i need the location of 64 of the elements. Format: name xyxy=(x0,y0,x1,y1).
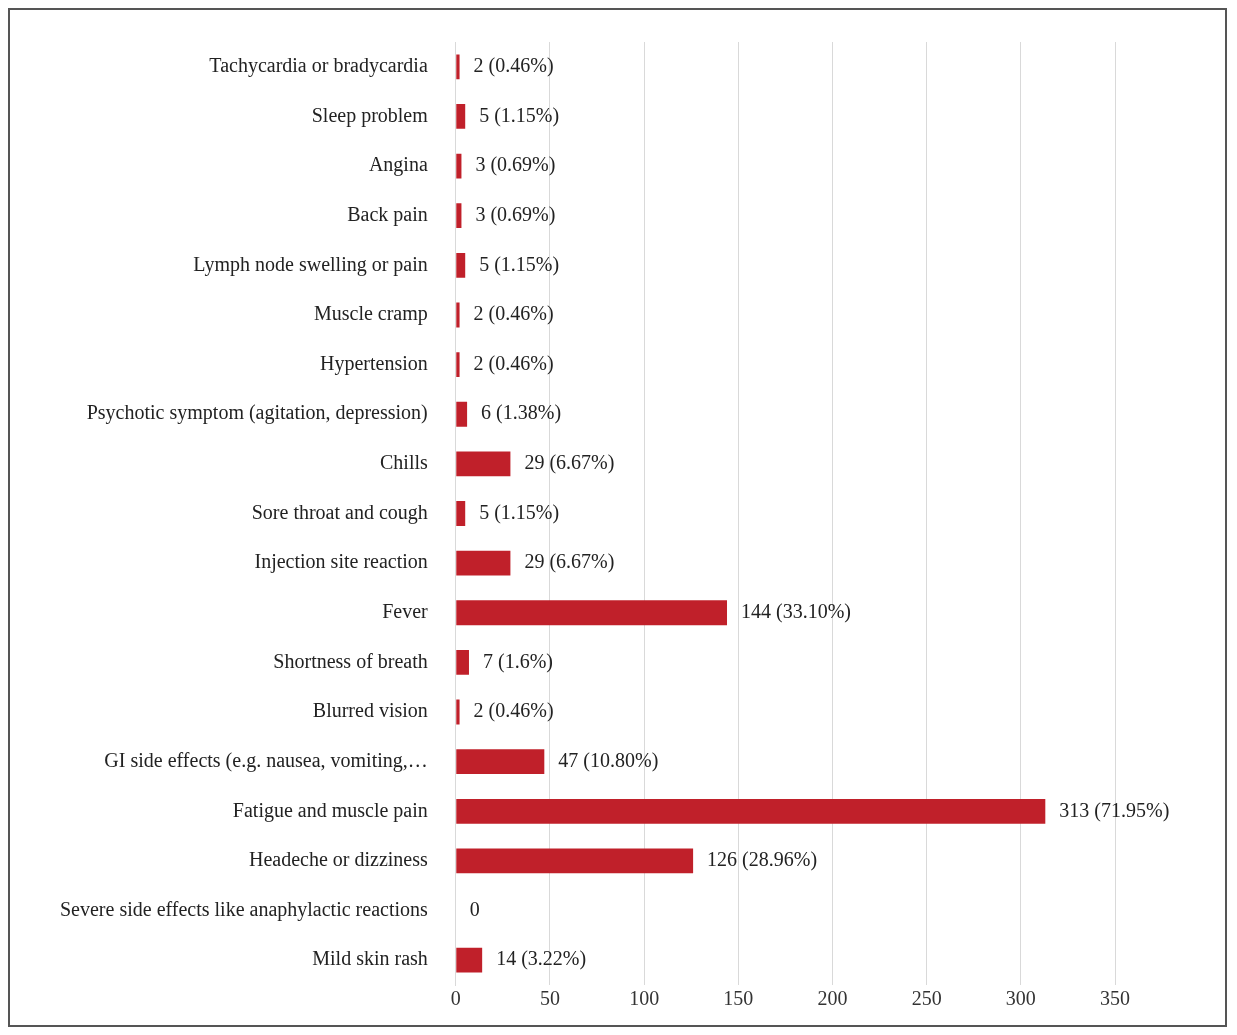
data-label: 2 (0.46%) xyxy=(473,699,554,723)
x-tick-label: 100 xyxy=(629,987,660,1010)
y-tick-label: Severe side effects like anaphylactic reactions xyxy=(60,897,429,921)
bar xyxy=(456,550,511,576)
data-label: 6 (1.38%) xyxy=(481,401,562,425)
bar xyxy=(456,451,511,477)
x-tick-label: 350 xyxy=(1100,987,1130,1010)
bar xyxy=(456,203,462,229)
y-tick-label: Psychotic symptom (agitation, depression) xyxy=(86,401,428,425)
y-tick-label: Mild skin rash xyxy=(312,947,428,970)
bar xyxy=(456,798,1046,824)
data-label: 0 xyxy=(469,897,480,920)
y-tick-label: Angina xyxy=(368,153,428,177)
y-tick-label: Fatigue and muscle pain xyxy=(232,798,428,822)
bar xyxy=(456,54,460,80)
bar xyxy=(456,848,694,874)
data-label: 2 (0.46%) xyxy=(473,351,554,375)
data-label: 144 (33.10%) xyxy=(741,600,851,624)
bar xyxy=(456,401,468,427)
x-tick-label: 150 xyxy=(723,987,754,1010)
data-label: 5 (1.15%) xyxy=(479,252,560,276)
y-tick-label: GI side effects (e.g. nausea, vomiting,… xyxy=(104,748,428,772)
y-tick-label: Lymph node swelling or pain xyxy=(193,252,428,276)
y-tick-label: Shortness of breath xyxy=(273,649,428,672)
y-tick-label: Tachycardia or bradycardia xyxy=(209,54,428,78)
y-tick-label: Fever xyxy=(382,600,429,623)
x-tick-label: 50 xyxy=(539,987,560,1010)
data-label: 313 (71.95%) xyxy=(1059,798,1170,822)
data-label: 14 (3.22%) xyxy=(496,947,587,971)
y-tick-label: Headeche or dizziness xyxy=(248,848,428,871)
bar xyxy=(456,104,466,129)
bar xyxy=(456,749,545,775)
data-label: 3 (0.69%) xyxy=(475,202,556,226)
x-tick-label: 200 xyxy=(817,987,848,1010)
x-tick-label: 300 xyxy=(1005,987,1036,1010)
bar xyxy=(456,699,460,725)
y-tick-label: Sleep problem xyxy=(311,103,429,127)
data-label: 29 (6.67%) xyxy=(524,550,615,574)
data-label: 126 (28.96%) xyxy=(707,848,818,872)
bar xyxy=(456,252,466,278)
bar xyxy=(456,352,460,378)
y-tick-label: Chills xyxy=(380,451,429,474)
bar xyxy=(456,302,460,328)
data-label: 2 (0.46%) xyxy=(473,302,554,326)
data-label: 47 (10.80%) xyxy=(558,748,659,772)
y-tick-label: Sore throat and cough xyxy=(251,500,428,524)
data-label: 5 (1.15%) xyxy=(479,103,560,127)
bar xyxy=(456,649,469,675)
y-tick-label: Injection site reaction xyxy=(254,550,428,574)
data-label: 2 (0.46%) xyxy=(473,54,554,78)
bar xyxy=(456,153,462,179)
bar xyxy=(456,947,483,973)
x-tick-label: 0 xyxy=(450,987,461,1010)
y-tick-label: Blurred vision xyxy=(312,699,428,722)
data-label: 3 (0.69%) xyxy=(475,153,556,177)
y-tick-label: Hypertension xyxy=(320,351,428,375)
bar xyxy=(456,600,728,626)
data-label: 5 (1.15%) xyxy=(479,500,560,524)
data-label: 7 (1.6%) xyxy=(482,649,553,673)
x-tick-label: 250 xyxy=(911,987,942,1010)
bar xyxy=(456,501,466,526)
y-tick-label: Back pain xyxy=(347,202,428,226)
data-label: 29 (6.67%) xyxy=(524,451,615,475)
y-tick-label: Muscle cramp xyxy=(313,302,428,326)
